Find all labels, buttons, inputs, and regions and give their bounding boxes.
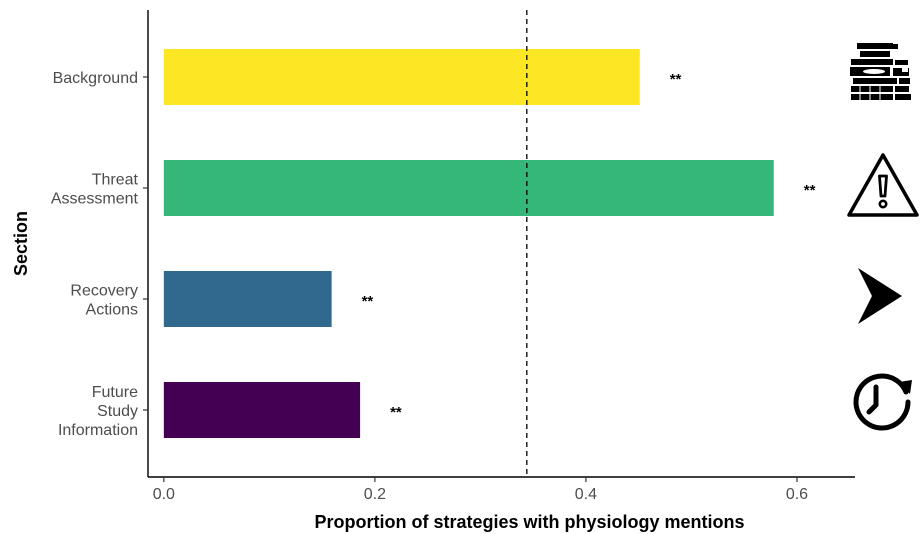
y-tick-label-1-1: Assessment: [51, 191, 139, 208]
significance-label-2: **: [362, 293, 374, 310]
y-tick-label-2-0: Recovery: [70, 283, 138, 300]
x-axis-title: Proportion of strategies with physiology…: [314, 512, 744, 532]
y-tick-label-3-0: Future: [92, 384, 138, 401]
y-tick-label-1-0: Threat: [92, 172, 139, 189]
x-tick-label-0: 0.0: [153, 486, 175, 503]
y-tick-label-3-1: Study: [97, 403, 138, 420]
bar-2: [163, 271, 332, 327]
warning-icon: [847, 153, 919, 217]
x-tick-label-1: 0.2: [364, 486, 386, 503]
x-ticks-layer: 0.0 0.2 0.4 0.6: [153, 477, 808, 503]
bar-0: [163, 49, 640, 105]
annotations-layer: ** ** ** **: [362, 71, 816, 421]
y-axis-title: Section: [11, 211, 31, 276]
clock-history-icon: [853, 373, 912, 431]
bars-layer: [163, 49, 774, 438]
y-ticks-layer: Background Threat Assessment Recovery Action…: [51, 70, 148, 439]
x-tick-label-3: 0.6: [786, 486, 808, 503]
books-icon: [850, 43, 911, 100]
x-tick-label-2: 0.4: [575, 486, 597, 503]
y-tick-label-2-1: Actions: [86, 302, 138, 319]
bar-3: [163, 382, 361, 438]
significance-label-0: **: [670, 71, 682, 88]
significance-label-3: **: [390, 404, 402, 421]
bar-1: [163, 160, 774, 216]
significance-label-1: **: [804, 182, 816, 199]
y-tick-label-3-2: Information: [58, 422, 138, 439]
chevron-right-icon: [858, 268, 902, 324]
y-tick-label-0-0: Background: [53, 70, 138, 87]
